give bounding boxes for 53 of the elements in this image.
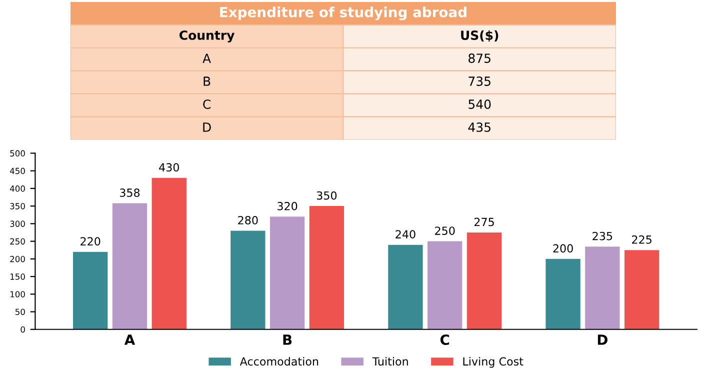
legend-label: Accomodation (240, 357, 318, 366)
bar (388, 244, 423, 330)
y-tick-label: 200 (10, 256, 25, 262)
y-tick-label: 450 (10, 168, 25, 174)
y-tick-label: 250 (10, 238, 25, 245)
data-label: 435 (468, 122, 490, 132)
y-tick-label: 300 (10, 220, 25, 227)
data-label: 250 (435, 226, 455, 235)
bar (466, 232, 502, 330)
bar (309, 206, 344, 330)
data-label: 200 (553, 244, 573, 253)
text: US($) (461, 30, 498, 42)
x-tick-label: B (283, 334, 292, 345)
category-label: A (202, 54, 211, 63)
text: Expenditure of studying abroad (220, 6, 466, 20)
legend-label: Tuition (372, 357, 408, 366)
bar (546, 258, 580, 330)
bar (624, 250, 660, 330)
bar (585, 246, 620, 330)
y-tick-label: 500 (10, 150, 25, 156)
text: Country (180, 30, 234, 42)
data-label: 875 (468, 54, 490, 63)
bar (73, 252, 108, 330)
data-label: 735 (468, 76, 490, 86)
x-tick-label: D (598, 334, 608, 345)
data-label: 280 (238, 216, 258, 224)
category-label: C (203, 99, 210, 109)
bar (428, 241, 462, 330)
category-label: D (203, 122, 211, 132)
data-label: 225 (632, 235, 652, 244)
data-label: 235 (592, 232, 612, 240)
data-label: 275 (474, 218, 494, 226)
x-tick-label: C (440, 334, 450, 345)
legend-label: Living Cost (463, 357, 524, 368)
bar (230, 230, 266, 330)
data-label: 358 (120, 188, 140, 197)
bar (152, 178, 186, 330)
x-tick-label: A (124, 334, 136, 345)
y-tick-label: 0 (20, 326, 25, 333)
y-tick-label: 400 (10, 185, 25, 192)
y-tick-label: 350 (10, 203, 25, 210)
data-label: 240 (396, 230, 416, 238)
y-tick-label: 50 (16, 308, 25, 316)
data-label: 540 (468, 99, 491, 109)
y-tick-label: 150 (10, 274, 25, 280)
bar (270, 216, 305, 330)
data-label: 350 (316, 191, 337, 200)
data-label: 320 (278, 202, 298, 210)
bar (112, 203, 148, 330)
data-label: 430 (159, 163, 179, 172)
y-tick-label: 100 (10, 291, 25, 298)
data-label: 220 (80, 237, 100, 246)
category-label: B (204, 76, 210, 86)
